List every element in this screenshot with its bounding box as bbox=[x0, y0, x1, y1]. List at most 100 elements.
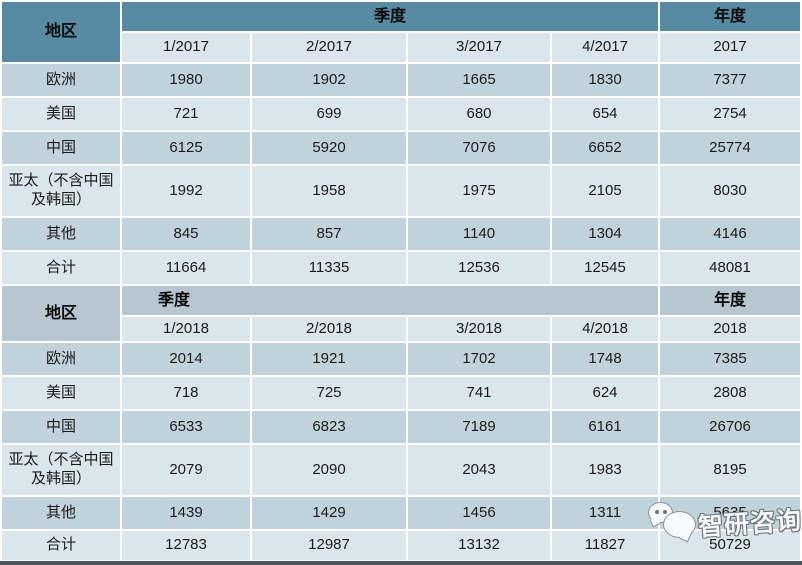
value-cell: 6533 bbox=[122, 411, 250, 443]
quarter-column-header: 3/2017 bbox=[408, 33, 550, 62]
value-cell: 741 bbox=[408, 377, 550, 409]
table-row: 美国 721 699 680 654 2754 bbox=[2, 98, 801, 130]
value-cell: 1304 bbox=[552, 218, 659, 250]
table-row: 美国 718 725 741 624 2808 bbox=[2, 377, 801, 409]
chat-bubble-icon bbox=[663, 511, 696, 538]
value-cell: 680 bbox=[408, 98, 550, 130]
region-label-cell: 亚太（不含中国及韩国） bbox=[2, 445, 120, 495]
region-label-cell: 欧洲 bbox=[2, 64, 120, 96]
value-cell: 6652 bbox=[552, 132, 659, 164]
region-label-cell: 其他 bbox=[2, 497, 120, 529]
value-cell: 857 bbox=[252, 218, 406, 250]
value-cell: 48081 bbox=[660, 252, 801, 284]
value-cell: 654 bbox=[552, 98, 659, 130]
header-row-2018: 地区 季度 年度 bbox=[2, 286, 801, 341]
table-row: 中国 6125 5920 7076 6652 25774 bbox=[2, 132, 801, 164]
region-header-cell: 地区 bbox=[2, 286, 120, 341]
value-cell: 718 bbox=[122, 377, 250, 409]
value-cell: 1456 bbox=[408, 497, 550, 529]
table-row: 亚太（不含中国及韩国） 1992 1958 1975 2105 8030 bbox=[2, 166, 801, 216]
value-cell: 1439 bbox=[122, 497, 250, 529]
value-cell: 1830 bbox=[552, 64, 659, 96]
table-row: 其他 845 857 1140 1304 4146 bbox=[2, 218, 801, 250]
region-header-cell: 地区 bbox=[2, 2, 120, 62]
value-cell: 1665 bbox=[408, 64, 550, 96]
value-cell: 1140 bbox=[408, 218, 550, 250]
year-group-header: 年度 bbox=[660, 286, 801, 315]
value-cell: 11664 bbox=[122, 252, 250, 284]
table-row: 欧洲 1980 1902 1665 1830 7377 bbox=[2, 64, 801, 96]
value-cell: 7076 bbox=[408, 132, 550, 164]
region-label-cell: 中国 bbox=[2, 411, 120, 443]
value-cell: 1429 bbox=[252, 497, 406, 529]
value-cell: 1980 bbox=[122, 64, 250, 96]
value-cell: 12536 bbox=[408, 252, 550, 284]
region-label-cell: 合计 bbox=[2, 531, 120, 560]
value-cell: 12987 bbox=[252, 531, 406, 560]
bottom-bar bbox=[0, 561, 802, 565]
value-cell: 1992 bbox=[122, 166, 250, 216]
value-cell: 6161 bbox=[552, 411, 659, 443]
subheader-row-2017: 1/2017 2/2017 3/2017 4/2017 2017 bbox=[2, 33, 801, 62]
quarter-column-header: 1/2017 bbox=[122, 33, 250, 62]
value-cell: 8030 bbox=[660, 166, 801, 216]
region-label-cell: 美国 bbox=[2, 98, 120, 130]
bubble-eye-icon bbox=[663, 510, 667, 514]
value-cell: 2090 bbox=[252, 445, 406, 495]
value-cell: 12545 bbox=[552, 252, 659, 284]
region-label-cell: 美国 bbox=[2, 377, 120, 409]
region-label-cell: 合计 bbox=[2, 252, 120, 284]
watermark: 智研咨询 bbox=[644, 494, 802, 552]
value-cell: 5920 bbox=[252, 132, 406, 164]
table-row: 中国 6533 6823 7189 6161 26706 bbox=[2, 411, 801, 443]
year-group-header: 年度 bbox=[660, 2, 801, 31]
quarter-column-header: 4/2017 bbox=[552, 33, 659, 62]
quarter-group-header: 季度 bbox=[122, 2, 659, 31]
subheader-row-2018: 1/2018 2/2018 3/2018 4/2018 2018 bbox=[2, 317, 801, 341]
value-cell: 1748 bbox=[552, 343, 659, 375]
year-column-header: 2017 bbox=[660, 33, 801, 62]
value-cell: 4146 bbox=[660, 218, 801, 250]
region-label-cell: 亚太（不含中国及韩国） bbox=[2, 166, 120, 216]
value-cell: 1921 bbox=[252, 343, 406, 375]
quarter-column-header: 3/2018 bbox=[408, 317, 550, 341]
value-cell: 25774 bbox=[660, 132, 801, 164]
value-cell: 11827 bbox=[552, 531, 659, 560]
table-row: 其他 1439 1429 1456 1311 5635 bbox=[2, 497, 801, 529]
value-cell: 1958 bbox=[252, 166, 406, 216]
region-label-cell: 其他 bbox=[2, 218, 120, 250]
quarter-group-header: 季度 bbox=[122, 286, 659, 315]
value-cell: 12783 bbox=[122, 531, 250, 560]
value-cell: 1983 bbox=[552, 445, 659, 495]
value-cell: 6823 bbox=[252, 411, 406, 443]
value-cell: 1975 bbox=[408, 166, 550, 216]
quarter-column-header: 4/2018 bbox=[552, 317, 659, 341]
value-cell: 2808 bbox=[660, 377, 801, 409]
table-row: 欧洲 2014 1921 1702 1748 7385 bbox=[2, 343, 801, 375]
year-column-header: 2018 bbox=[660, 317, 801, 341]
value-cell: 13132 bbox=[408, 531, 550, 560]
quarter-column-header: 2/2017 bbox=[252, 33, 406, 62]
wechat-icon bbox=[646, 502, 700, 548]
value-cell: 721 bbox=[122, 98, 250, 130]
value-cell: 1702 bbox=[408, 343, 550, 375]
table-row: 亚太（不含中国及韩国） 2079 2090 2043 1983 8195 bbox=[2, 445, 801, 495]
region-label-cell: 中国 bbox=[2, 132, 120, 164]
header-row-2017: 地区 季度 年度 bbox=[2, 2, 801, 62]
value-cell: 7189 bbox=[408, 411, 550, 443]
value-cell: 845 bbox=[122, 218, 250, 250]
value-cell: 725 bbox=[252, 377, 406, 409]
value-cell: 1902 bbox=[252, 64, 406, 96]
region-label-cell: 欧洲 bbox=[2, 343, 120, 375]
value-cell: 11335 bbox=[252, 252, 406, 284]
table-row: 合计 12783 12987 13132 11827 50729 bbox=[2, 531, 801, 560]
value-cell: 2043 bbox=[408, 445, 550, 495]
value-cell: 6125 bbox=[122, 132, 250, 164]
quarter-column-header: 1/2018 bbox=[122, 317, 250, 341]
value-cell: 7385 bbox=[660, 343, 801, 375]
value-cell: 2754 bbox=[660, 98, 801, 130]
value-cell: 8195 bbox=[660, 445, 801, 495]
bubble-eye-icon bbox=[655, 510, 659, 514]
value-cell: 2079 bbox=[122, 445, 250, 495]
